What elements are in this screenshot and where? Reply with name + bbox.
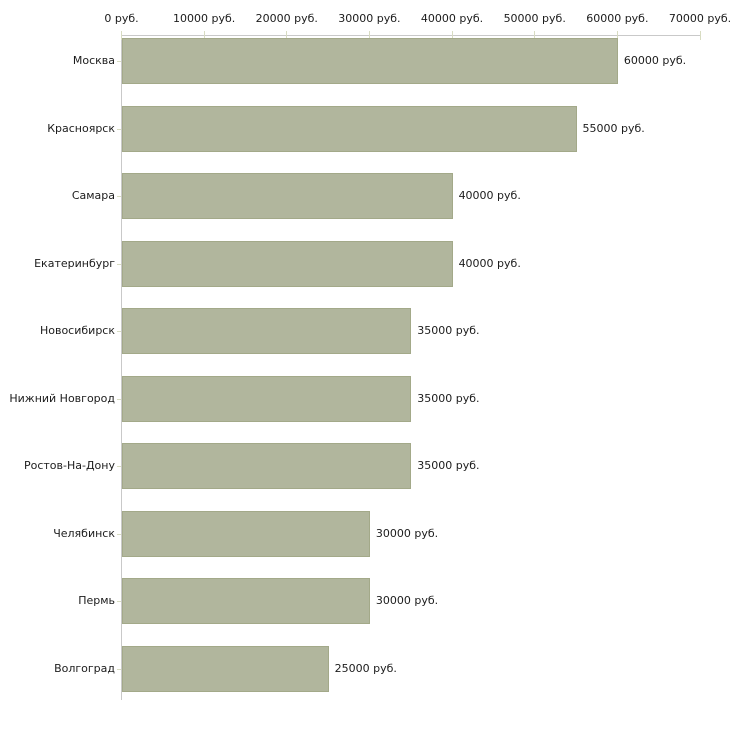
x-tick-label: 70000 руб. [668,12,730,25]
value-label: 35000 руб. [417,324,480,337]
value-label: 35000 руб. [417,459,480,472]
category-label: Москва [72,54,115,67]
value-label: 30000 руб. [375,594,439,607]
category-tick [117,196,121,197]
value-label: 25000 руб. [334,661,397,675]
category-tick [117,398,121,400]
x-tick-label: 20000 руб. [255,12,318,25]
value-label: 55000 руб. [582,121,645,135]
bar [122,443,412,489]
category-tick [117,128,121,130]
category-tick [117,466,121,467]
value-label: 35000 руб. [417,391,480,405]
x-tick-label: 50000 руб. [503,12,566,25]
value-label: 30000 руб. [375,526,439,540]
x-tick-label: 10000 руб. [173,12,236,25]
category-label: Нижний Новгород [9,391,115,405]
bar [122,38,618,84]
x-tick-mark [451,31,453,40]
x-tick-mark [368,31,370,40]
value-label: 40000 руб. [458,256,521,270]
bar [122,173,453,219]
category-label: Новосибирск [39,324,115,337]
category-label: Волгоград [54,661,115,675]
bar [122,578,370,624]
bar [122,645,329,692]
x-tick-mark [699,31,701,40]
category-tick [117,668,121,670]
category-label: Пермь [78,594,115,607]
x-tick-label: 60000 руб. [586,12,649,25]
bar [122,510,370,557]
category-tick [117,331,121,332]
category-label: Екатеринбург [34,256,115,270]
category-tick [117,601,121,602]
bar [122,308,412,354]
x-axis-line [121,35,701,36]
x-tick-label: 30000 руб. [338,12,401,25]
category-tick [117,263,121,265]
value-label: 60000 руб. [623,54,687,67]
x-tick-mark [534,31,536,40]
value-label: 40000 руб. [458,189,521,202]
bar [122,240,453,287]
x-tick-mark [286,31,288,40]
x-tick-label: 40000 руб. [420,12,484,25]
x-tick-mark [616,31,618,40]
y-axis-line [121,35,122,700]
category-label: Челябинск [53,526,115,540]
x-tick-mark [203,31,205,40]
category-label: Красноярск [47,121,115,135]
bar [122,375,412,422]
category-tick [117,533,121,535]
x-tick-mark [121,31,122,40]
bar [122,105,577,152]
category-label: Ростов-На-Дону [23,459,115,472]
category-tick [117,61,121,62]
x-tick-label: 0 руб. [104,12,139,25]
category-label: Самара [71,189,115,202]
